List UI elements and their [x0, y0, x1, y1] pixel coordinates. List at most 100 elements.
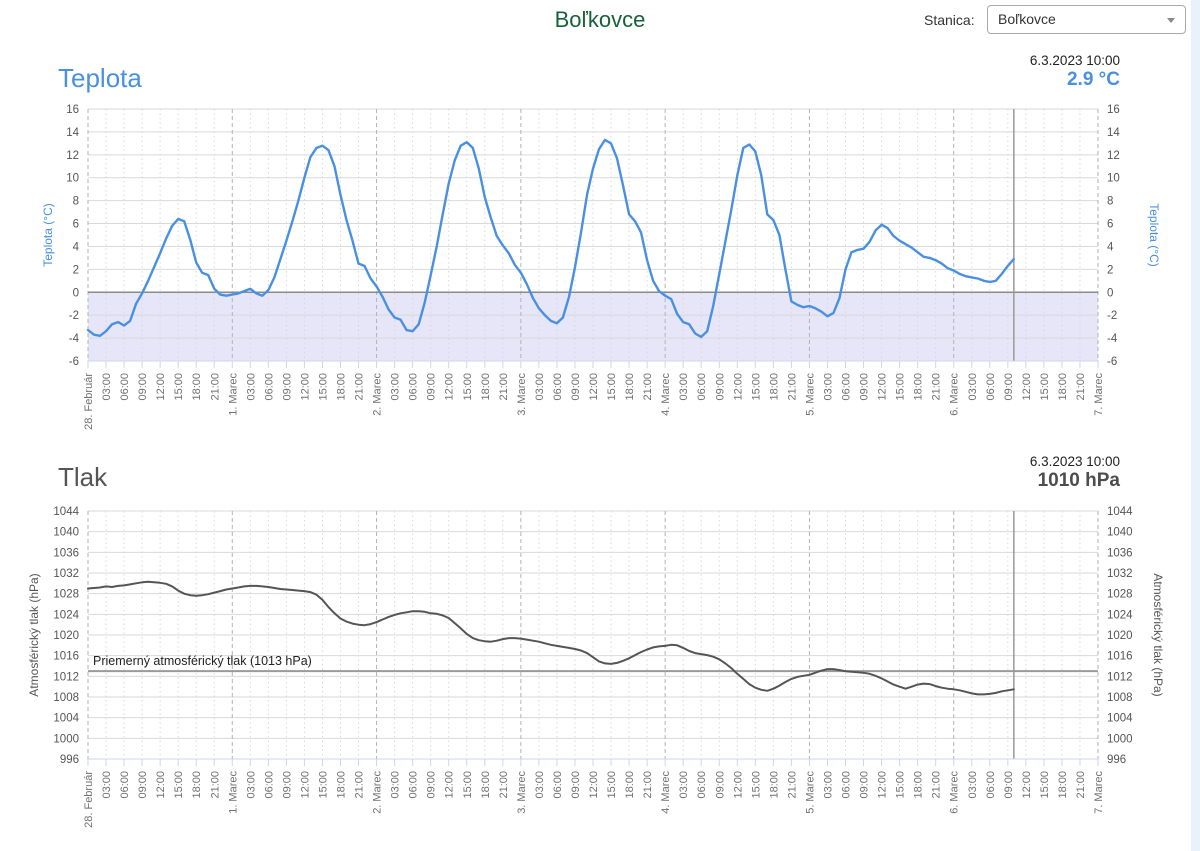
svg-text:03:00: 03:00 — [101, 373, 113, 401]
temperature-current-value: 2.9 °C — [1066, 69, 1120, 90]
svg-text:3. Marec: 3. Marec — [516, 373, 528, 416]
svg-text:1000: 1000 — [53, 733, 79, 745]
temperature-chart-title: Teplota — [58, 63, 142, 93]
svg-text:1008: 1008 — [1107, 692, 1133, 704]
svg-text:-6: -6 — [1107, 356, 1117, 368]
svg-text:12:00: 12:00 — [1021, 771, 1033, 799]
svg-text:14: 14 — [66, 127, 79, 139]
svg-text:1020: 1020 — [53, 630, 79, 642]
svg-text:12:00: 12:00 — [155, 771, 167, 799]
svg-text:1012: 1012 — [1107, 671, 1133, 683]
svg-text:21:00: 21:00 — [931, 771, 943, 799]
svg-text:06:00: 06:00 — [696, 373, 708, 401]
svg-text:2: 2 — [73, 264, 79, 276]
svg-text:0: 0 — [73, 287, 79, 299]
svg-text:1028: 1028 — [1107, 589, 1133, 601]
station-label: Stanica: — [924, 12, 975, 28]
svg-text:21:00: 21:00 — [498, 771, 510, 799]
svg-text:12:00: 12:00 — [299, 373, 311, 401]
temperature-timestamp: 6.3.2023 10:00 — [1029, 53, 1120, 68]
svg-text:06:00: 06:00 — [552, 771, 564, 799]
svg-text:18:00: 18:00 — [913, 771, 925, 799]
svg-text:Priemerný atmosférický tlak (1: Priemerný atmosférický tlak (1013 hPa) — [93, 654, 312, 668]
svg-text:5. Marec: 5. Marec — [804, 771, 816, 814]
svg-text:03:00: 03:00 — [967, 373, 979, 401]
svg-text:7. Marec: 7. Marec — [1093, 771, 1105, 814]
svg-text:28. Február: 28. Február — [83, 373, 95, 430]
svg-text:09:00: 09:00 — [714, 373, 726, 401]
svg-text:21:00: 21:00 — [1075, 771, 1087, 799]
svg-text:09:00: 09:00 — [281, 373, 293, 401]
svg-text:03:00: 03:00 — [678, 771, 690, 799]
svg-text:21:00: 21:00 — [931, 373, 943, 401]
svg-text:996: 996 — [60, 754, 79, 766]
station-select-value: Boľkovce — [998, 11, 1056, 27]
svg-text:15:00: 15:00 — [462, 771, 474, 799]
svg-text:1024: 1024 — [53, 609, 79, 621]
svg-text:7. Marec: 7. Marec — [1093, 373, 1105, 416]
svg-text:15:00: 15:00 — [462, 373, 474, 401]
svg-text:06:00: 06:00 — [552, 373, 564, 401]
svg-text:03:00: 03:00 — [245, 771, 257, 799]
svg-text:18:00: 18:00 — [768, 373, 780, 401]
svg-text:03:00: 03:00 — [822, 771, 834, 799]
svg-text:18:00: 18:00 — [624, 771, 636, 799]
svg-text:16: 16 — [66, 104, 79, 116]
svg-text:06:00: 06:00 — [841, 771, 853, 799]
svg-text:6. Marec: 6. Marec — [949, 771, 961, 814]
svg-text:06:00: 06:00 — [263, 771, 275, 799]
svg-text:21:00: 21:00 — [786, 373, 798, 401]
svg-text:18:00: 18:00 — [1057, 373, 1069, 401]
svg-text:12:00: 12:00 — [588, 771, 600, 799]
svg-text:1016: 1016 — [53, 651, 79, 663]
svg-text:09:00: 09:00 — [859, 771, 871, 799]
svg-text:06:00: 06:00 — [985, 373, 997, 401]
svg-text:1032: 1032 — [53, 568, 79, 580]
svg-text:6: 6 — [73, 219, 79, 231]
svg-text:2. Marec: 2. Marec — [372, 771, 384, 814]
svg-text:12:00: 12:00 — [444, 373, 456, 401]
svg-text:06:00: 06:00 — [408, 373, 420, 401]
svg-text:Teplota (°C): Teplota (°C) — [41, 203, 55, 267]
svg-text:03:00: 03:00 — [678, 373, 690, 401]
svg-text:12:00: 12:00 — [877, 771, 889, 799]
svg-text:15:00: 15:00 — [173, 771, 185, 799]
svg-text:28. Február: 28. Február — [83, 771, 95, 828]
svg-text:15:00: 15:00 — [750, 771, 762, 799]
svg-text:15:00: 15:00 — [750, 373, 762, 401]
svg-text:03:00: 03:00 — [534, 373, 546, 401]
svg-text:10: 10 — [1107, 173, 1120, 185]
station-select[interactable]: Boľkovce — [987, 5, 1186, 34]
pressure-chart[interactable]: Priemerný atmosférický tlak (1013 hPa) 28… — [27, 506, 1165, 828]
svg-text:09:00: 09:00 — [426, 373, 438, 401]
svg-text:06:00: 06:00 — [985, 771, 997, 799]
svg-text:8: 8 — [73, 196, 79, 208]
svg-text:1008: 1008 — [53, 692, 79, 704]
svg-text:03:00: 03:00 — [390, 771, 402, 799]
svg-text:12:00: 12:00 — [1021, 373, 1033, 401]
svg-text:15:00: 15:00 — [895, 771, 907, 799]
svg-text:15:00: 15:00 — [606, 771, 618, 799]
svg-text:18:00: 18:00 — [480, 373, 492, 401]
svg-text:10: 10 — [66, 173, 79, 185]
svg-text:06:00: 06:00 — [696, 771, 708, 799]
svg-text:03:00: 03:00 — [390, 373, 402, 401]
svg-text:1044: 1044 — [1107, 506, 1133, 518]
svg-text:1004: 1004 — [1107, 713, 1133, 725]
svg-text:09:00: 09:00 — [137, 771, 149, 799]
svg-text:18:00: 18:00 — [191, 373, 203, 401]
svg-text:18:00: 18:00 — [191, 771, 203, 799]
svg-text:09:00: 09:00 — [570, 771, 582, 799]
svg-text:4. Marec: 4. Marec — [660, 771, 672, 814]
svg-text:-4: -4 — [1107, 333, 1118, 345]
svg-text:06:00: 06:00 — [119, 373, 131, 401]
svg-text:1044: 1044 — [53, 506, 79, 518]
svg-text:12: 12 — [1107, 150, 1120, 162]
svg-text:0: 0 — [1107, 287, 1113, 299]
page-scrollbar[interactable] — [1191, 0, 1200, 851]
temperature-chart[interactable]: 28. Február 03:00 06:00 09:00 12:00 15:00 18:0… — [41, 104, 1161, 430]
svg-text:21:00: 21:00 — [1075, 373, 1087, 401]
svg-text:18:00: 18:00 — [624, 373, 636, 401]
